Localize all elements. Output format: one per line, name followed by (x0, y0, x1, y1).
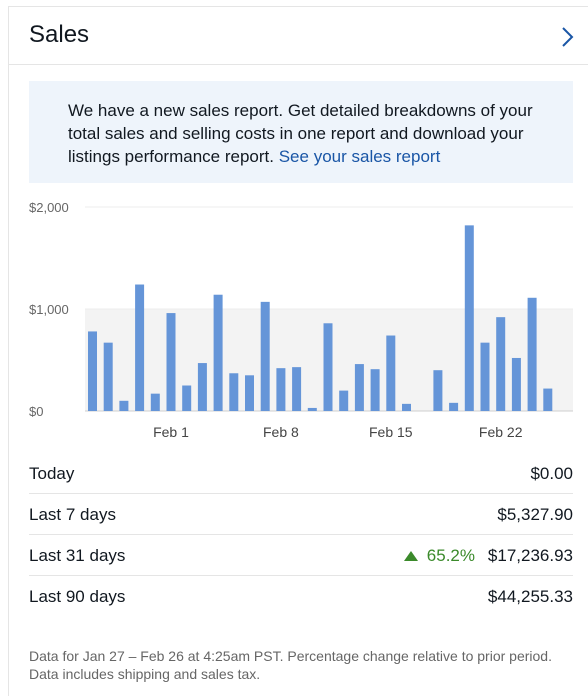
summary-value: $0.00 (530, 464, 573, 483)
chart-bar (307, 407, 317, 411)
sales-bar-chart: $2,000 $1,000 $0 Feb 1 Feb 8 Feb 15 Feb 22 (29, 200, 573, 440)
chart-bar (402, 403, 411, 411)
banner-text-block: We have a new sales report. Get detailed… (68, 99, 568, 168)
sales-report-banner: We have a new sales report. Get detailed… (29, 81, 573, 183)
chart-bar (197, 363, 207, 411)
chart-y-axis: $2,000 $1,000 $0 (29, 200, 69, 419)
summary-label: Last 31 days (29, 546, 126, 565)
data-footnote: Data for Jan 27 – Feb 26 at 4:25am PST. … (29, 648, 552, 682)
x-tick-label: Feb 8 (263, 424, 299, 440)
summary-row-last-90-days: Last 90 days $44,255.33 (29, 576, 573, 617)
y-tick-label: $2,000 (29, 200, 69, 215)
card-title: Sales (29, 21, 90, 48)
x-tick-label: Feb 15 (369, 424, 413, 440)
chart-bar (527, 297, 537, 411)
chart-bar (386, 335, 396, 411)
summary-label: Last 90 days (29, 587, 126, 606)
summary-row-today: Today $0.00 (29, 453, 573, 494)
chart-bar (276, 368, 286, 411)
chart-bar (182, 385, 192, 411)
chart-bar (511, 357, 521, 411)
y-tick-label: $1,000 (29, 302, 69, 317)
chart-bar (339, 390, 349, 411)
chart-x-axis: Feb 1 Feb 8 Feb 15 Feb 22 (153, 424, 523, 440)
chart-bar (88, 331, 97, 411)
chart-bar (354, 364, 364, 411)
summary-value: $44,255.33 (487, 587, 573, 606)
chart-bar (135, 284, 145, 411)
sales-card: Sales We have a new sales report. Get de… (8, 6, 588, 696)
card-header: Sales (9, 7, 588, 65)
chart-bar (213, 294, 223, 411)
chart-bar (496, 317, 506, 411)
summary-row-last-7-days: Last 7 days $5,327.90 (29, 494, 573, 535)
chart-bar (245, 375, 254, 411)
chart-bar (150, 393, 160, 411)
chart-bar (292, 367, 302, 411)
banner-message: We have a new sales report. Get detailed… (68, 101, 533, 166)
x-tick-label: Feb 1 (153, 424, 189, 440)
chart-bar (543, 388, 553, 411)
chevron-right-icon[interactable] (559, 25, 575, 49)
chart-bar (260, 301, 270, 411)
chart-bar (103, 342, 113, 411)
x-tick-label: Feb 22 (479, 424, 523, 440)
sales-summary: Today $0.00 Last 7 days $5,327.90 Last 3… (29, 453, 573, 617)
summary-label: Today (29, 464, 75, 483)
chart-bar (464, 225, 474, 411)
summary-label: Last 7 days (29, 505, 116, 524)
triangle-up-icon (403, 551, 418, 561)
trend-percent: 65.2% (426, 546, 475, 565)
summary-value: $17,236.93 (487, 546, 573, 565)
trend-indicator: 65.2% (403, 546, 475, 566)
y-tick-label: $0 (29, 404, 43, 419)
chart-bar (370, 369, 380, 411)
summary-row-last-31-days: Last 31 days 65.2% $17,236.93 (29, 535, 573, 576)
chart-bars (88, 225, 553, 411)
chart-bar (433, 370, 443, 411)
chart-bar (323, 323, 333, 411)
chart-bar (480, 342, 490, 411)
chart-bar (166, 313, 176, 411)
chart-bar (229, 373, 239, 411)
chart-bar (119, 400, 129, 411)
summary-value: $5,327.90 (497, 505, 573, 524)
see-sales-report-link[interactable]: See your sales report (278, 147, 441, 166)
chart-bar (449, 402, 459, 411)
